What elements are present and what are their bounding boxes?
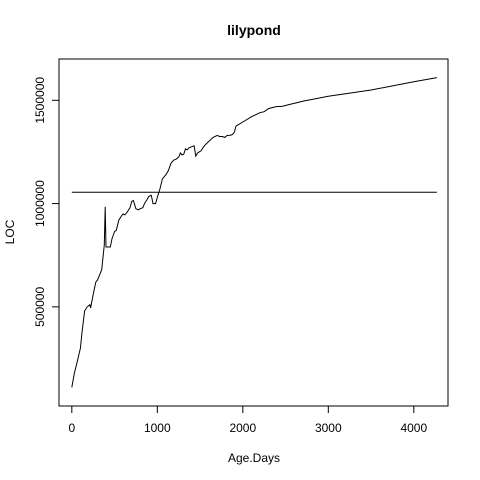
x-axis-label: Age.Days bbox=[228, 451, 280, 465]
x-tick-label: 1000 bbox=[144, 421, 171, 435]
x-tick-label: 2000 bbox=[229, 421, 256, 435]
y-tick-label: 1500000 bbox=[33, 77, 47, 124]
y-tick-label: 500000 bbox=[33, 287, 47, 327]
x-tick-label: 3000 bbox=[315, 421, 342, 435]
series-line bbox=[71, 77, 437, 388]
chart-title: lilypond bbox=[227, 22, 281, 38]
x-axis: 0 1000 2000 3000 4000 bbox=[68, 405, 427, 435]
y-axis-label: LOC bbox=[3, 219, 17, 244]
y-tick-label: 1000000 bbox=[33, 180, 47, 227]
x-tick-label: 0 bbox=[68, 421, 75, 435]
plot-frame bbox=[58, 58, 449, 407]
x-tick-label: 4000 bbox=[400, 421, 427, 435]
y-axis: 500000 1000000 1500000 bbox=[33, 77, 60, 327]
